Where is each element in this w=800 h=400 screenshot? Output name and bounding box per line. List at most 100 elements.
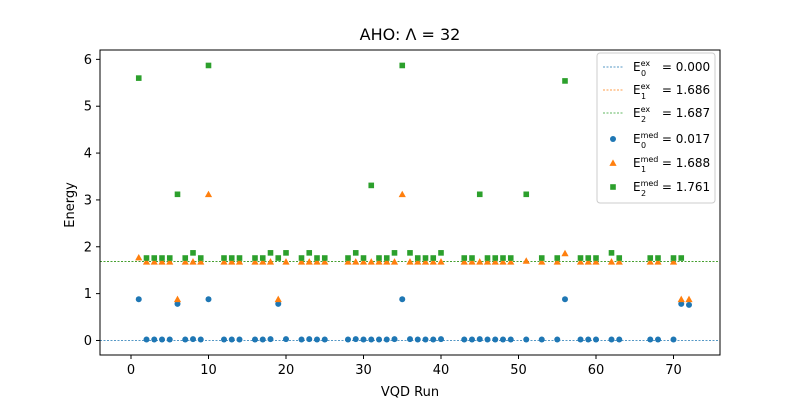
data-point xyxy=(158,258,166,265)
plot-frame xyxy=(99,49,721,356)
data-point xyxy=(391,250,398,256)
data-point xyxy=(646,258,654,265)
data-point xyxy=(197,336,204,343)
data-point xyxy=(376,255,382,261)
data-point xyxy=(499,258,507,265)
data-point xyxy=(406,258,414,265)
y-axis: 0 1 2 3 4 5 6 xyxy=(84,53,100,349)
data-point xyxy=(159,336,165,343)
data-point xyxy=(345,255,351,261)
data-point xyxy=(554,255,561,261)
data-point xyxy=(143,336,150,343)
data-point xyxy=(197,255,204,261)
data-point xyxy=(483,258,492,265)
data-point xyxy=(267,250,274,256)
data-point xyxy=(298,336,305,343)
data-point xyxy=(686,301,692,308)
y-tick-label: 6 xyxy=(84,53,92,68)
data-point xyxy=(236,336,243,343)
data-point xyxy=(306,336,313,343)
data-point xyxy=(352,258,360,265)
data-point xyxy=(314,255,320,261)
data-point xyxy=(678,255,685,261)
data-point xyxy=(507,258,515,265)
data-point xyxy=(259,336,266,343)
data-point xyxy=(321,255,328,261)
legend-label: Emed 0 = 0.017 xyxy=(633,131,710,150)
data-point xyxy=(252,336,258,343)
data-point xyxy=(414,336,421,343)
data-point xyxy=(538,255,545,261)
data-point xyxy=(577,336,584,343)
data-point xyxy=(593,255,599,261)
data-point xyxy=(468,258,476,265)
y-tick-label: 3 xyxy=(84,193,92,208)
data-point xyxy=(236,255,243,261)
x-tick-label: 60 xyxy=(588,363,605,378)
legend-label: Emed 2 = 1.761 xyxy=(633,179,710,198)
data-point xyxy=(438,336,444,343)
data-point xyxy=(390,258,399,265)
data-point xyxy=(235,258,244,265)
data-point xyxy=(151,255,158,261)
data-point xyxy=(166,336,173,343)
data-point xyxy=(584,258,592,265)
data-point xyxy=(360,336,367,343)
data-point xyxy=(360,255,367,261)
x-tick-label: 20 xyxy=(278,363,295,378)
data-point xyxy=(577,255,584,261)
data-point xyxy=(562,78,568,84)
y-tick-label: 2 xyxy=(84,240,92,255)
data-point xyxy=(476,258,484,265)
legend-marker-swatch xyxy=(610,184,616,190)
data-point xyxy=(523,191,530,198)
data-point xyxy=(221,336,227,343)
y-axis-label: Energy xyxy=(63,182,78,228)
legend: Eex 0 = 0.000 Eex 1 = 1.686 Eex 2 = 1.687 Emed… xyxy=(596,52,716,204)
data-point xyxy=(197,258,205,265)
legend-marker-swatch xyxy=(610,136,616,142)
data-point xyxy=(469,336,475,343)
data-point xyxy=(228,255,235,261)
data-point xyxy=(135,253,143,261)
data-point xyxy=(414,255,421,261)
data-point xyxy=(345,336,351,343)
data-point xyxy=(173,295,182,303)
data-point xyxy=(275,300,282,307)
data-point xyxy=(383,336,390,343)
data-point xyxy=(143,255,150,261)
x-tick-label: 0 xyxy=(127,363,135,378)
data-point xyxy=(352,250,359,256)
data-point xyxy=(352,336,359,343)
data-point xyxy=(367,258,375,265)
data-point xyxy=(507,255,514,261)
data-point xyxy=(283,336,289,343)
data-point xyxy=(306,250,313,256)
y-tick-label: 0 xyxy=(84,334,92,349)
data-point xyxy=(484,255,491,261)
data-point xyxy=(670,255,677,261)
data-point xyxy=(399,296,406,303)
x-tick-label: 50 xyxy=(510,363,527,378)
data-point xyxy=(500,255,506,261)
data-point xyxy=(422,336,429,343)
data-point xyxy=(220,258,228,265)
data-point xyxy=(460,258,468,265)
data-point xyxy=(585,255,592,261)
data-point xyxy=(159,255,165,261)
data-point xyxy=(221,255,227,261)
data-point xyxy=(500,336,506,343)
data-point xyxy=(476,191,483,198)
data-point xyxy=(190,336,196,343)
data-point xyxy=(189,258,197,265)
series-e2-med xyxy=(135,62,685,261)
data-point xyxy=(422,255,429,261)
data-point xyxy=(297,258,306,265)
data-point xyxy=(654,258,662,265)
data-point xyxy=(166,255,173,261)
data-point xyxy=(182,255,189,261)
data-point xyxy=(429,258,437,265)
legend-label: Emed 1 = 1.688 xyxy=(633,155,710,174)
data-point xyxy=(407,336,413,343)
